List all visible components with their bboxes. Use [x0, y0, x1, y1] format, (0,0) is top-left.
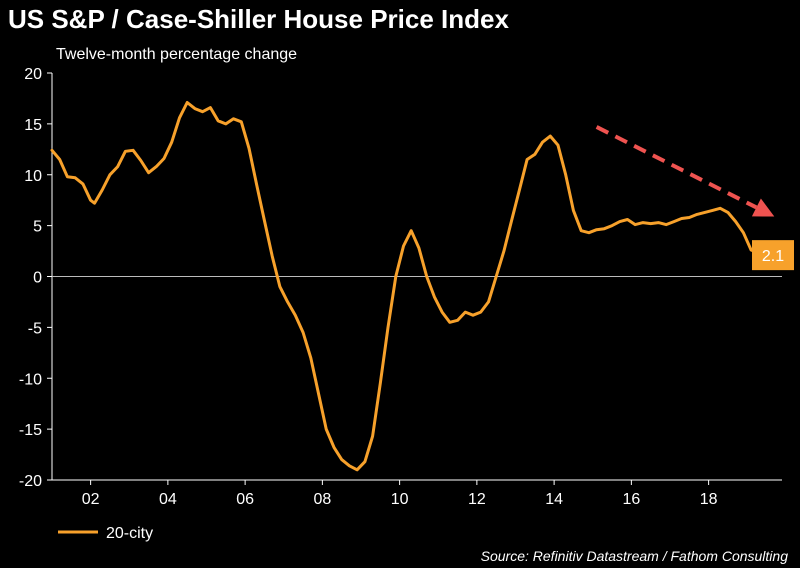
last-value-badge-box: [752, 240, 794, 271]
trend-arrow: [595, 125, 775, 217]
last-value-badge: 2.1: [752, 240, 794, 271]
y-tick-label: -10: [19, 371, 42, 388]
x-tick-label: 04: [159, 491, 177, 508]
legend: 20-city: [58, 525, 153, 542]
legend-label: 20-city: [106, 525, 153, 542]
x-tick-label: 06: [236, 491, 254, 508]
trend-arrow-shaft: [595, 125, 758, 210]
last-value-label: 2.1: [762, 248, 784, 265]
y-axis-ticks: 20 15 10 5 0 -5 -10 -15 -20: [19, 66, 52, 490]
x-tick-label: 08: [313, 491, 331, 508]
x-tick-label: 02: [82, 491, 100, 508]
y-tick-label: -20: [19, 473, 42, 490]
x-tick-label: 14: [545, 491, 563, 508]
y-tick-label: 10: [24, 168, 42, 185]
y-tick-label: -15: [19, 422, 42, 439]
chart-subtitle: Twelve-month percentage change: [56, 46, 298, 63]
x-tick-label: 12: [468, 491, 486, 508]
y-tick-label: 15: [24, 117, 42, 134]
trend-arrow-head: [751, 198, 775, 217]
y-tick-label: 0: [33, 270, 42, 287]
y-tick-label: 20: [24, 66, 42, 83]
source-note: Source: Refinitiv Datastream / Fathom Co…: [480, 548, 788, 564]
x-tick-label: 10: [391, 491, 409, 508]
x-axis-ticks: 02 04 06 08 10 12 14 16 18: [82, 480, 718, 508]
x-tick-label: 18: [700, 491, 718, 508]
series-line-20-city: [50, 101, 776, 472]
chart-title: US S&P / Case-Shiller House Price Index: [8, 4, 509, 34]
y-tick-label: -5: [28, 320, 42, 337]
x-tick-label: 16: [622, 491, 640, 508]
y-tick-label: 5: [33, 219, 42, 236]
